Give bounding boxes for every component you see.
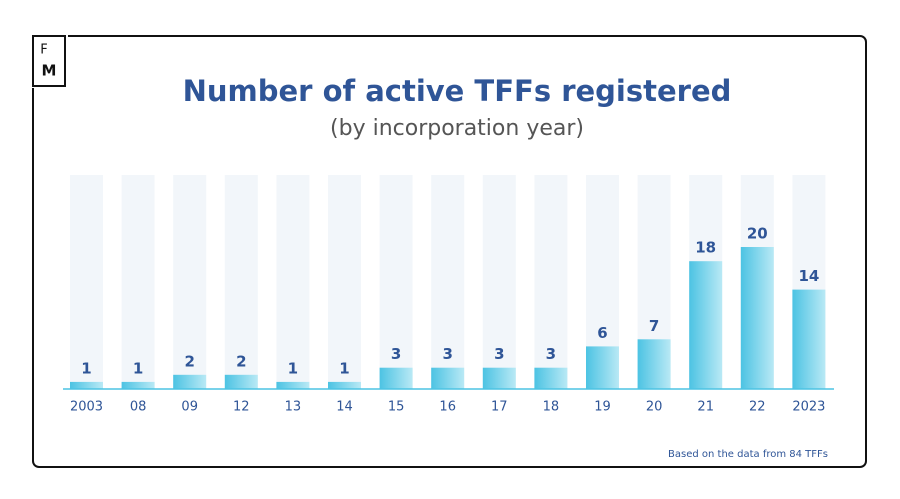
- bar-track: [328, 175, 361, 389]
- x-tick-label: 14: [336, 400, 353, 415]
- bar: [689, 261, 723, 389]
- bar: [534, 367, 568, 389]
- x-tick-label: 21: [697, 400, 714, 415]
- x-tick-label: 20: [646, 400, 663, 415]
- bar-track: [276, 175, 310, 389]
- x-tick-label: 13: [285, 400, 302, 415]
- bar: [792, 289, 826, 389]
- value-label: 3: [442, 345, 452, 363]
- x-tick-label: 17: [491, 400, 508, 415]
- bar: [276, 381, 310, 389]
- value-label: 3: [494, 345, 504, 363]
- x-tick-label: 09: [181, 400, 198, 415]
- x-tick-label: 2023: [792, 400, 825, 415]
- value-label: 1: [133, 359, 143, 377]
- bar-track: [224, 175, 258, 389]
- chart-subtitle: (by incorporation year): [330, 116, 584, 141]
- value-label: 1: [339, 359, 349, 377]
- bar: [637, 339, 671, 389]
- bar-track: [534, 175, 568, 389]
- bar: [121, 381, 155, 389]
- value-label: 7: [649, 317, 659, 335]
- chart-title: Number of active TFFs registered: [183, 74, 732, 108]
- bar-track: [431, 175, 465, 389]
- x-tick-label: 18: [543, 400, 560, 415]
- bar-track: [482, 175, 516, 389]
- bar-track: [379, 175, 413, 389]
- logo-top: F: [40, 43, 47, 58]
- x-tick-label: 16: [439, 400, 456, 415]
- bar: [224, 374, 258, 389]
- value-label: 6: [597, 324, 607, 342]
- x-tick-label: 15: [388, 400, 405, 415]
- bar: [586, 346, 619, 389]
- value-label: 3: [546, 345, 556, 363]
- value-label: 1: [288, 359, 298, 377]
- footnote: Based on the data from 84 TFFs: [668, 449, 828, 460]
- x-tick-label: 19: [594, 400, 611, 415]
- bar-track: [121, 175, 155, 389]
- bar: [431, 367, 465, 389]
- bar: [173, 374, 207, 389]
- value-label: 1: [81, 359, 91, 377]
- x-tick-label: 08: [130, 400, 147, 415]
- bar-track: [70, 175, 103, 389]
- value-label: 20: [747, 225, 768, 243]
- bar: [328, 381, 361, 389]
- x-tick-label: 22: [749, 400, 766, 415]
- bar: [70, 381, 103, 389]
- value-label: 18: [695, 239, 716, 257]
- plot: 1200310820921211311431531631731861972018…: [63, 175, 834, 415]
- value-label: 3: [391, 345, 401, 363]
- bar-track: [173, 175, 207, 389]
- x-tick-label: 2003: [70, 400, 103, 415]
- value-label: 14: [798, 267, 819, 285]
- logo: [32, 35, 66, 87]
- bar: [740, 247, 774, 389]
- value-label: 2: [184, 352, 194, 370]
- logo-bottom: M: [42, 62, 57, 80]
- bar: [482, 367, 516, 389]
- bar: [379, 367, 413, 389]
- x-tick-label: 12: [233, 400, 250, 415]
- value-label: 2: [236, 352, 246, 370]
